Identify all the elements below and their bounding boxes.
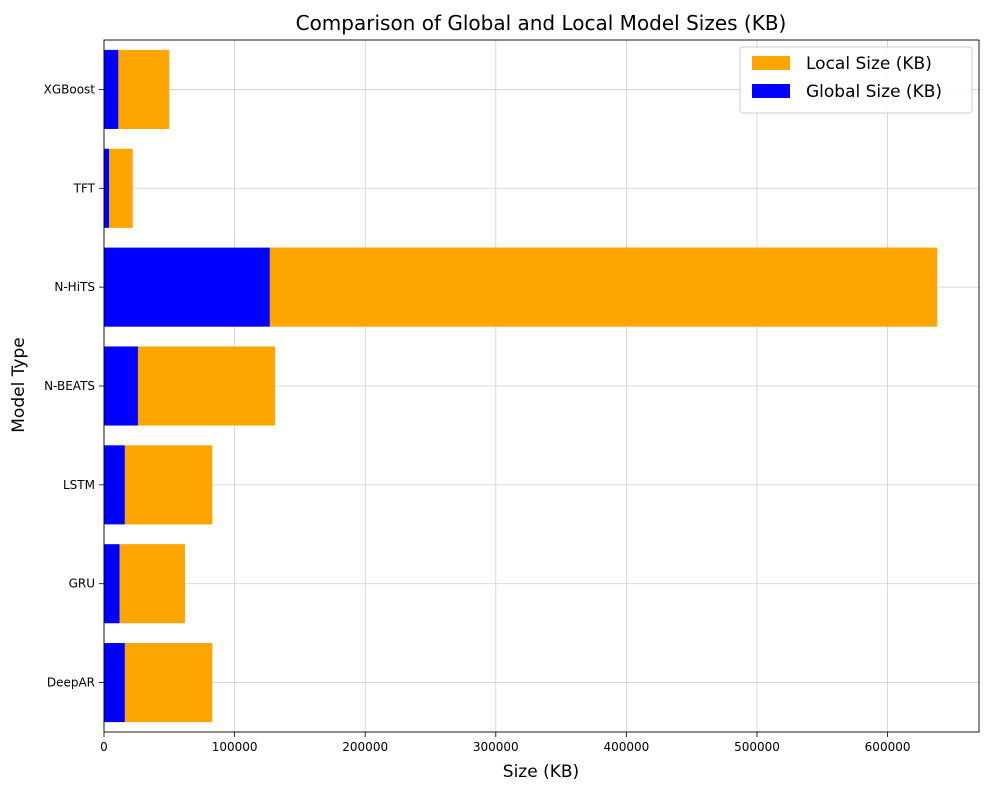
plot-frame: [103, 39, 980, 733]
bar-global-tft: [104, 148, 110, 228]
bar-global-n-hits: [104, 247, 270, 327]
bar-local-gru: [119, 544, 185, 624]
bar-local-tft: [109, 148, 133, 228]
bar-local-n-hits: [269, 247, 938, 327]
x-tick-label: 500000: [734, 740, 780, 754]
bar-global-deepar: [104, 643, 125, 723]
legend-label: Global Size (KB): [806, 82, 942, 102]
x-tick-label: 400000: [603, 740, 649, 754]
bar-global-lstm: [104, 445, 125, 525]
y-tick-label: N-BEATS: [44, 379, 95, 393]
legend-swatch: [752, 84, 790, 98]
y-tick-label: GRU: [69, 577, 95, 591]
legend: Local Size (KB) Global Size (KB): [739, 46, 973, 114]
x-tick-label: 600000: [865, 740, 911, 754]
legend-label: Local Size (KB): [806, 54, 932, 74]
bar-global-gru: [104, 544, 120, 624]
x-tick-label: 100000: [212, 740, 258, 754]
y-tick-label: TFT: [73, 181, 96, 195]
bar-local-n-beats: [137, 346, 276, 426]
x-tick-label: 300000: [473, 740, 519, 754]
bar-local-xgboost: [118, 49, 170, 129]
bar-global-xgboost: [104, 49, 119, 129]
axis-layer: 0 100000 200000 300000 400000 500000 600000 Dee…: [44, 39, 980, 754]
bar-local-lstm: [124, 445, 213, 525]
y-tick-label: N-HiTS: [54, 280, 95, 294]
legend-box: [739, 46, 973, 114]
y-tick-label: LSTM: [63, 478, 95, 492]
chart-title: Comparison of Global and Local Model Siz…: [296, 11, 787, 35]
legend-swatch: [752, 56, 790, 70]
bar-global-n-beats: [104, 346, 138, 426]
x-tick-label: 0: [100, 740, 108, 754]
y-tick-label: DeepAR: [47, 676, 95, 690]
bar-layer: [104, 49, 938, 723]
y-axis-label: Model Type: [9, 337, 29, 433]
x-tick-label: 200000: [342, 740, 388, 754]
bar-local-deepar: [124, 643, 213, 723]
x-axis-label: Size (KB): [503, 762, 579, 782]
y-tick-label: XGBoost: [44, 82, 96, 96]
